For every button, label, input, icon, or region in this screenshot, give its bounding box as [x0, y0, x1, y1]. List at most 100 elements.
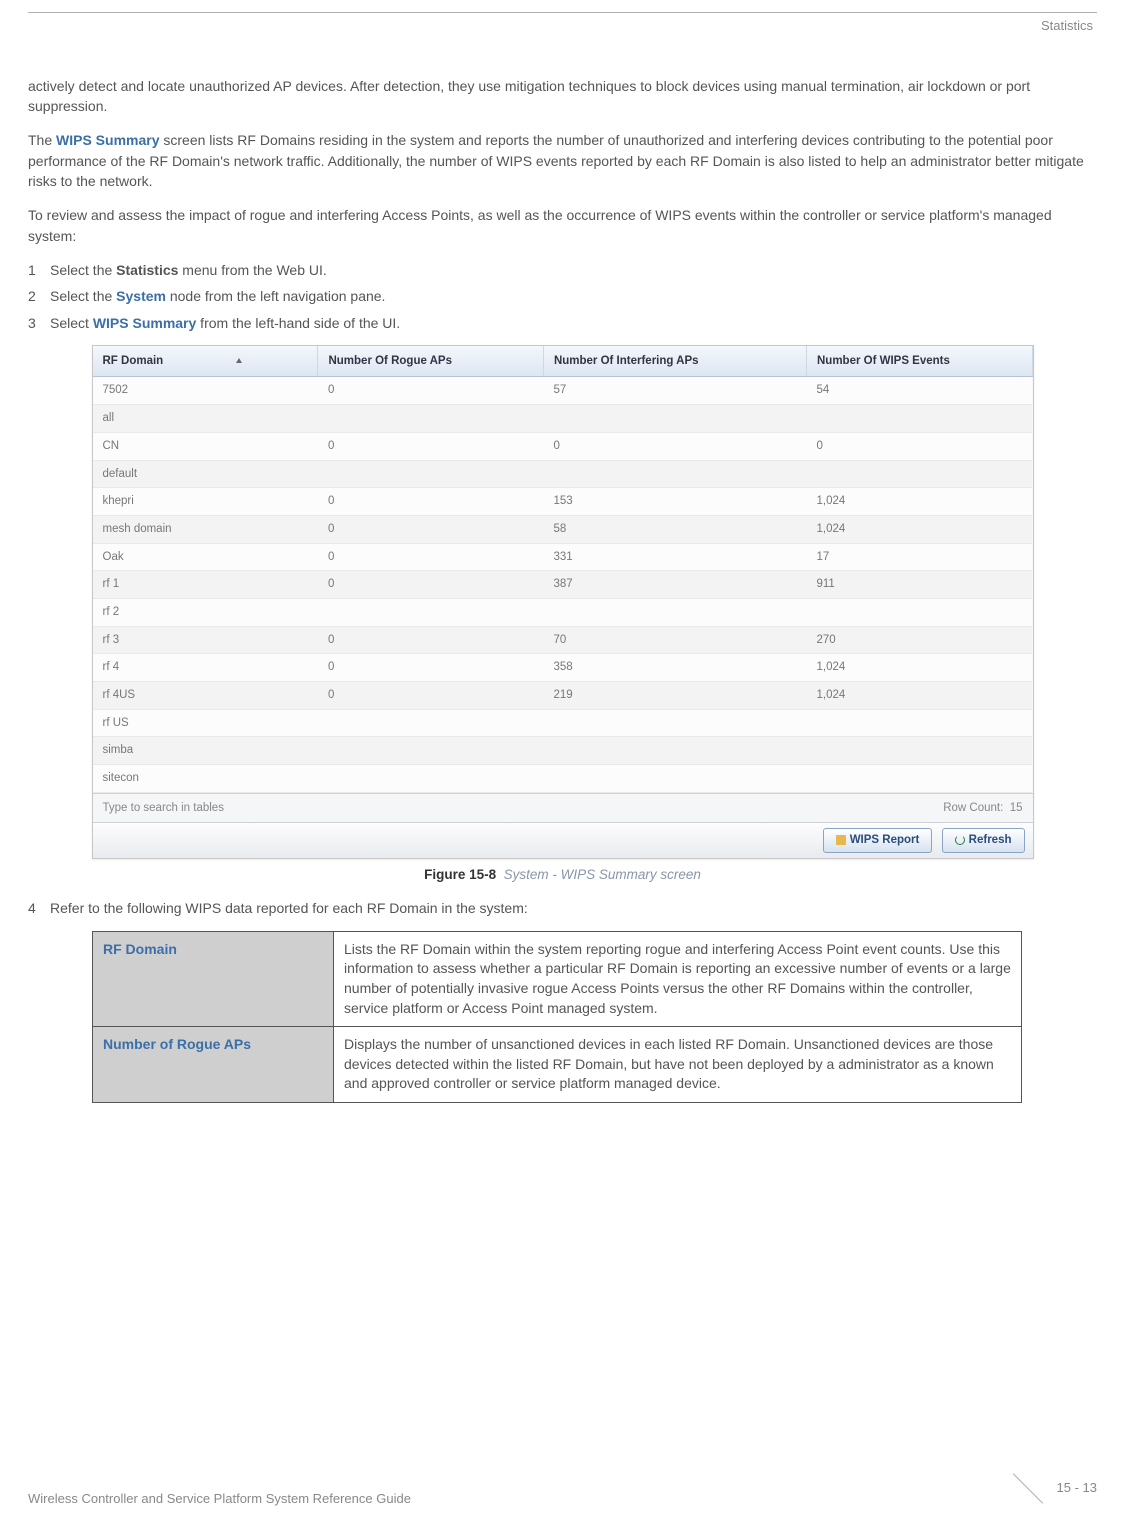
- table-cell cell: 1,024: [806, 654, 1032, 682]
- table-cell cell: [318, 737, 543, 765]
- figure-desc: System - WIPS Summary screen: [504, 867, 701, 882]
- row-count: Row Count: 15: [943, 800, 1022, 817]
- table-cell cell: 0: [318, 681, 543, 709]
- report-icon: [836, 835, 846, 845]
- table-cell cell: rf 1: [93, 571, 318, 599]
- table-cell cell: rf 4US: [93, 681, 318, 709]
- para-3: To review and assess the impact of rogue…: [28, 205, 1097, 246]
- table-cell cell: [806, 598, 1032, 626]
- footer-guide: Wireless Controller and Service Platform…: [28, 1490, 411, 1509]
- table-cell cell: [318, 764, 543, 792]
- table-cell cell: sitecon: [93, 764, 318, 792]
- step-4: 4 Refer to the following WIPS data repor…: [28, 898, 1097, 918]
- table-cell cell: [543, 709, 806, 737]
- step-num: 3: [28, 313, 50, 333]
- btn-label: Refresh: [969, 834, 1012, 846]
- table-row[interactable]: Oak033117: [93, 543, 1033, 571]
- refresh-button[interactable]: Refresh: [942, 828, 1025, 853]
- table-row[interactable]: rf 10387911: [93, 571, 1033, 599]
- step-3: 3 Select WIPS Summary from the left-hand…: [28, 313, 1097, 333]
- wips-summary-screenshot: RF Domain Number Of Rogue APs Number Of …: [92, 345, 1034, 859]
- table-cell cell: 387: [543, 571, 806, 599]
- sort-asc-icon[interactable]: [236, 358, 242, 363]
- table-cell cell: [543, 737, 806, 765]
- footer-page: 15 - 13: [1057, 1479, 1097, 1498]
- table-cell cell: [318, 405, 543, 433]
- table-cell cell: khepri: [93, 488, 318, 516]
- table-cell cell: 1,024: [806, 681, 1032, 709]
- table-row[interactable]: rf 2: [93, 598, 1033, 626]
- table-row[interactable]: CN000: [93, 432, 1033, 460]
- col-interfering-aps[interactable]: Number Of Interfering APs: [543, 346, 806, 377]
- para-2: The WIPS Summary screen lists RF Domains…: [28, 130, 1097, 191]
- table-cell cell: [806, 709, 1032, 737]
- table-cell cell: [806, 405, 1032, 433]
- figure-label: Figure 15-8: [424, 867, 496, 882]
- def-val: Lists the RF Domain within the system re…: [334, 931, 1022, 1026]
- para-2b: screen lists RF Domains residing in the …: [28, 132, 1084, 189]
- table-cell cell: CN: [93, 432, 318, 460]
- table-row[interactable]: rf 4US02191,024: [93, 681, 1033, 709]
- table-row: Number of Rogue APs Displays the number …: [93, 1027, 1022, 1103]
- table-cell cell: 7502: [93, 377, 318, 405]
- table-cell cell: 0: [318, 488, 543, 516]
- table-cell cell: 0: [318, 626, 543, 654]
- table-cell cell: [318, 709, 543, 737]
- table-row[interactable]: khepri01531,024: [93, 488, 1033, 516]
- table-row[interactable]: 750205754: [93, 377, 1033, 405]
- table-cell cell: [543, 460, 806, 488]
- step-bold: Statistics: [116, 262, 178, 278]
- step-post: from the left-hand side of the UI.: [196, 315, 400, 331]
- row-count-label: Row Count:: [943, 802, 1003, 814]
- wips-report-button[interactable]: WIPS Report: [823, 828, 933, 853]
- definition-table: RF Domain Lists the RF Domain within the…: [92, 931, 1022, 1103]
- step-blue: System: [116, 288, 166, 304]
- col-rogue-aps[interactable]: Number Of Rogue APs: [318, 346, 543, 377]
- table-cell cell: 331: [543, 543, 806, 571]
- table-row[interactable]: rf US: [93, 709, 1033, 737]
- table-cell cell: 17: [806, 543, 1032, 571]
- search-input[interactable]: Type to search in tables: [103, 800, 224, 817]
- step-2: 2 Select the System node from the left n…: [28, 286, 1097, 306]
- header-section: Statistics: [28, 17, 1093, 36]
- table-cell cell: 270: [806, 626, 1032, 654]
- table-row[interactable]: simba: [93, 737, 1033, 765]
- figure-caption: Figure 15-8 System - WIPS Summary screen: [28, 865, 1097, 885]
- step-text: Select WIPS Summary from the left-hand s…: [50, 313, 1097, 333]
- table-row[interactable]: default: [93, 460, 1033, 488]
- table-cell cell: simba: [93, 737, 318, 765]
- table-row[interactable]: sitecon: [93, 764, 1033, 792]
- table-cell cell: 58: [543, 515, 806, 543]
- table-cell cell: 1,024: [806, 515, 1032, 543]
- step-post: menu from the Web UI.: [178, 262, 326, 278]
- page-footer: Wireless Controller and Service Platform…: [28, 1467, 1097, 1509]
- step-text: Select the Statistics menu from the Web …: [50, 260, 1097, 280]
- table-cell cell: [318, 598, 543, 626]
- table-cell cell: 0: [318, 571, 543, 599]
- step-blue: WIPS Summary: [93, 315, 196, 331]
- table-cell cell: 0: [318, 432, 543, 460]
- table-row[interactable]: rf 3070270: [93, 626, 1033, 654]
- row-count-value: 15: [1010, 802, 1023, 814]
- btn-label: WIPS Report: [850, 834, 920, 846]
- table-cell cell: 219: [543, 681, 806, 709]
- table-cell cell: 1,024: [806, 488, 1032, 516]
- step-1: 1 Select the Statistics menu from the We…: [28, 260, 1097, 280]
- table-cell cell: 0: [318, 515, 543, 543]
- table-cell cell: 358: [543, 654, 806, 682]
- col-wips-events[interactable]: Number Of WIPS Events: [806, 346, 1032, 377]
- step-text: Refer to the following WIPS data reporte…: [50, 898, 1097, 918]
- step-pre: Select the: [50, 288, 116, 304]
- table-row[interactable]: rf 403581,024: [93, 654, 1033, 682]
- def-key: Number of Rogue APs: [93, 1027, 334, 1103]
- table-cell cell: rf US: [93, 709, 318, 737]
- table-row[interactable]: all: [93, 405, 1033, 433]
- table-cell cell: mesh domain: [93, 515, 318, 543]
- table-cell cell: [543, 598, 806, 626]
- table-row[interactable]: mesh domain0581,024: [93, 515, 1033, 543]
- table-cell cell: 0: [543, 432, 806, 460]
- table-cell cell: rf 4: [93, 654, 318, 682]
- table-row: RF Domain Lists the RF Domain within the…: [93, 931, 1022, 1026]
- table-cell cell: [806, 460, 1032, 488]
- col-rf-domain[interactable]: RF Domain: [93, 346, 318, 377]
